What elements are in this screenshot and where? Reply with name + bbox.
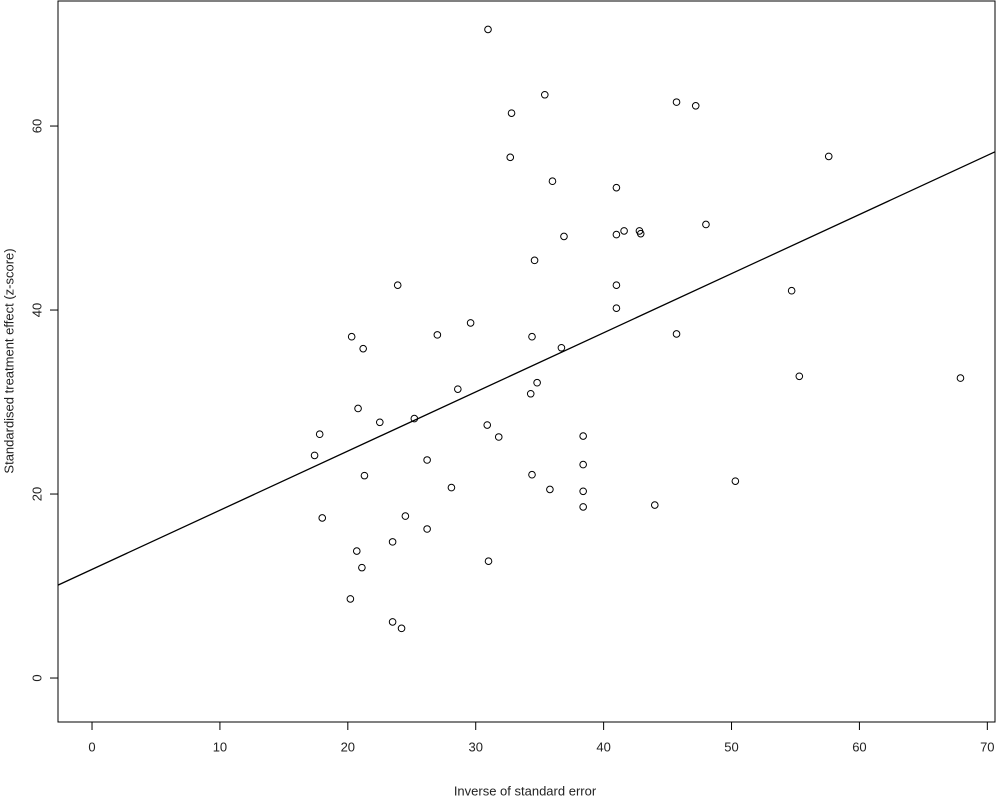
point [579, 487, 587, 496]
point [401, 512, 410, 520]
point [375, 418, 384, 427]
point [824, 152, 833, 161]
point [347, 332, 356, 341]
x-tick-label: 30 [468, 739, 482, 754]
point [691, 101, 700, 110]
point [528, 470, 536, 479]
point [484, 25, 492, 34]
point [423, 525, 431, 533]
point [507, 109, 516, 117]
y-tick-label: 0 [29, 674, 44, 681]
point [528, 332, 536, 341]
plot-frame [57, 0, 996, 723]
y-tick-label: 60 [29, 119, 44, 133]
point [557, 343, 566, 352]
point [612, 281, 621, 289]
point [530, 256, 539, 265]
point [310, 451, 319, 460]
point [346, 595, 355, 603]
x-tick-label: 40 [596, 739, 610, 754]
point [352, 547, 361, 555]
point [454, 385, 462, 393]
point [506, 153, 515, 162]
point [787, 286, 796, 295]
point [484, 557, 493, 565]
point [612, 183, 621, 192]
point [526, 389, 535, 398]
point [702, 220, 710, 229]
point [579, 432, 587, 440]
point [359, 344, 367, 353]
point [560, 232, 568, 241]
point [447, 483, 456, 492]
y-tick-label: 40 [29, 303, 44, 317]
x-tick-label: 20 [341, 739, 355, 754]
point [956, 374, 965, 382]
point [546, 485, 554, 494]
point [540, 90, 549, 99]
point [620, 227, 628, 235]
regression-line [57, 151, 996, 586]
point [533, 378, 541, 387]
point [358, 563, 366, 572]
point [466, 319, 475, 327]
x-tick-label: 50 [724, 739, 738, 754]
point [612, 304, 621, 312]
point [672, 98, 681, 106]
point [612, 230, 621, 239]
point [388, 538, 397, 546]
x-tick-label: 70 [980, 739, 994, 754]
point [672, 330, 681, 338]
y-axis-title: Standardised treatment effect (z-score) [1, 248, 16, 473]
x-tick-label: 60 [852, 739, 866, 754]
point [388, 618, 397, 626]
point [360, 471, 369, 480]
point [393, 281, 402, 289]
y-tick-label: 20 [29, 487, 44, 501]
point [636, 229, 645, 238]
point [494, 433, 503, 441]
point [433, 331, 442, 339]
point [354, 404, 362, 413]
point [548, 177, 557, 186]
point [397, 624, 406, 633]
point [731, 477, 740, 485]
point [318, 514, 327, 522]
x-axis-title: Inverse of standard error [454, 783, 597, 798]
point [315, 430, 324, 439]
point [650, 501, 659, 509]
point [579, 503, 587, 511]
point [423, 456, 431, 464]
point [579, 460, 587, 469]
point [483, 421, 492, 429]
x-tick-label: 10 [213, 739, 227, 754]
point [795, 372, 804, 381]
x-tick-label: 0 [88, 739, 95, 754]
